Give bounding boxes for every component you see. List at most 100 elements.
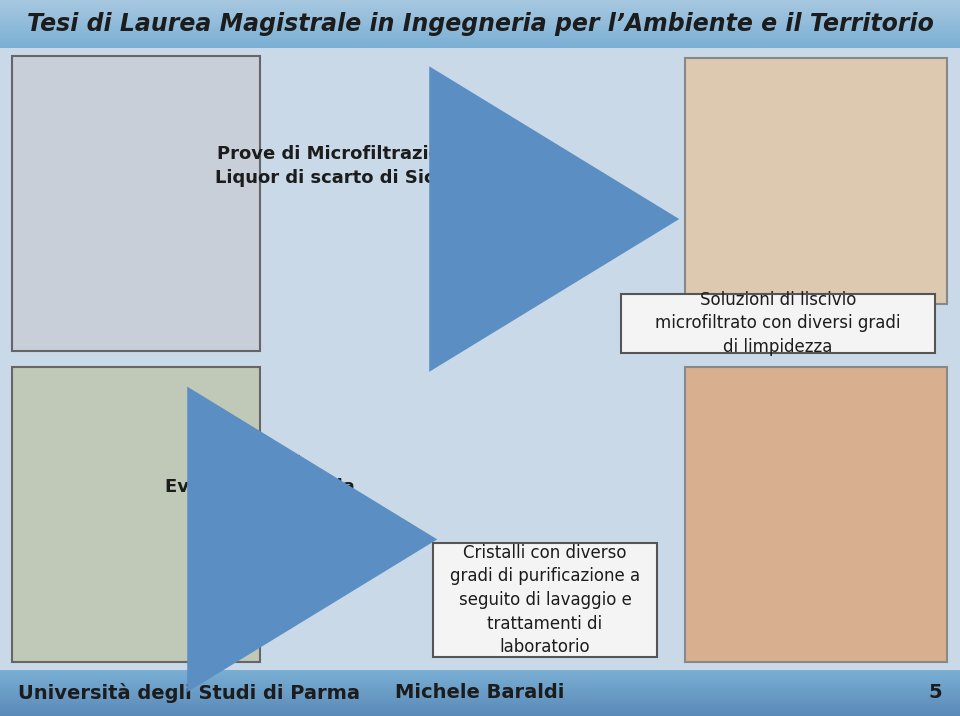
Bar	[0, 0, 960, 1]
Bar	[0, 708, 960, 709]
Bar	[0, 687, 960, 688]
Bar	[0, 40, 960, 41]
Bar	[0, 714, 960, 715]
Bar	[0, 689, 960, 690]
Bar	[0, 2, 960, 3]
Bar	[0, 44, 960, 45]
Bar	[0, 675, 960, 676]
Text: Prove di Microfiltrazione sul Black
Liquor di scarto di Sicem Saga Spa: Prove di Microfiltrazione sul Black Liqu…	[215, 145, 565, 187]
Bar	[0, 693, 960, 694]
Bar	[0, 676, 960, 677]
Bar	[0, 696, 960, 697]
Bar	[0, 7, 960, 8]
Bar	[0, 679, 960, 680]
Bar	[0, 39, 960, 40]
Bar	[0, 711, 960, 712]
Bar	[0, 671, 960, 672]
Bar	[0, 1, 960, 2]
Bar	[0, 43, 960, 44]
Bar	[0, 29, 960, 30]
Bar	[0, 20, 960, 21]
Bar	[0, 704, 960, 705]
Text: Prove di
Evaporazione sulla
soluzione
microfiltrata: Prove di Evaporazione sulla soluzione mi…	[165, 455, 355, 543]
Bar	[0, 692, 960, 693]
Bar	[685, 367, 947, 662]
Text: 5: 5	[928, 684, 942, 702]
Bar	[0, 6, 960, 7]
Bar	[0, 12, 960, 13]
Bar	[12, 367, 260, 662]
Bar	[0, 688, 960, 689]
Bar	[0, 38, 960, 39]
Bar	[0, 11, 960, 12]
Bar	[0, 697, 960, 698]
Bar	[0, 683, 960, 684]
Bar	[0, 15, 960, 16]
Bar	[0, 690, 960, 691]
Bar	[0, 670, 960, 671]
Bar	[0, 35, 960, 36]
Bar	[0, 41, 960, 42]
Bar	[685, 58, 947, 304]
Bar	[0, 19, 960, 20]
Text: Soluzioni di liscivio
microfiltrato con diversi gradi
di limpidezza: Soluzioni di liscivio microfiltrato con …	[656, 291, 900, 356]
Bar	[0, 14, 960, 15]
Text: Michele Baraldi: Michele Baraldi	[396, 684, 564, 702]
Bar	[0, 10, 960, 11]
Bar	[0, 5, 960, 6]
Bar	[0, 24, 960, 25]
Bar	[0, 46, 960, 47]
Bar	[0, 715, 960, 716]
Bar	[0, 47, 960, 48]
Bar	[0, 707, 960, 708]
Bar	[0, 36, 960, 37]
Bar	[0, 31, 960, 32]
Bar	[0, 9, 960, 10]
Bar	[0, 686, 960, 687]
Bar	[0, 37, 960, 38]
Bar	[0, 22, 960, 23]
Bar	[0, 21, 960, 22]
Bar	[0, 677, 960, 678]
Bar	[0, 685, 960, 686]
Bar	[0, 23, 960, 24]
Bar	[0, 705, 960, 706]
Bar	[0, 694, 960, 695]
Bar	[0, 16, 960, 17]
Bar	[0, 32, 960, 33]
Bar	[0, 678, 960, 679]
Bar	[12, 56, 260, 351]
Bar	[0, 27, 960, 28]
Bar	[0, 713, 960, 714]
Bar	[0, 33, 960, 34]
Text: Cristalli con diverso
gradi di purificazione a
seguito di lavaggio e
trattamenti: Cristalli con diverso gradi di purificaz…	[450, 543, 640, 656]
FancyBboxPatch shape	[433, 543, 657, 657]
Bar	[0, 13, 960, 14]
Bar	[0, 680, 960, 681]
Bar	[0, 25, 960, 26]
Bar	[0, 681, 960, 682]
Bar	[0, 34, 960, 35]
Bar	[0, 674, 960, 675]
Bar	[0, 702, 960, 703]
Bar	[0, 30, 960, 31]
Bar	[0, 26, 960, 27]
FancyBboxPatch shape	[621, 294, 935, 353]
Bar	[0, 673, 960, 674]
Text: Tesi di Laurea Magistrale in Ingegneria per l’Ambiente e il Territorio: Tesi di Laurea Magistrale in Ingegneria …	[27, 12, 933, 36]
Bar	[0, 42, 960, 43]
Bar	[0, 700, 960, 701]
Bar	[0, 18, 960, 19]
Bar	[0, 706, 960, 707]
Bar	[0, 699, 960, 700]
Bar	[0, 684, 960, 685]
Bar	[0, 672, 960, 673]
Bar	[0, 17, 960, 18]
Bar	[0, 703, 960, 704]
Bar	[0, 698, 960, 699]
Bar	[0, 3, 960, 4]
Bar	[0, 28, 960, 29]
Bar	[0, 45, 960, 46]
Bar	[0, 8, 960, 9]
Bar	[0, 712, 960, 713]
